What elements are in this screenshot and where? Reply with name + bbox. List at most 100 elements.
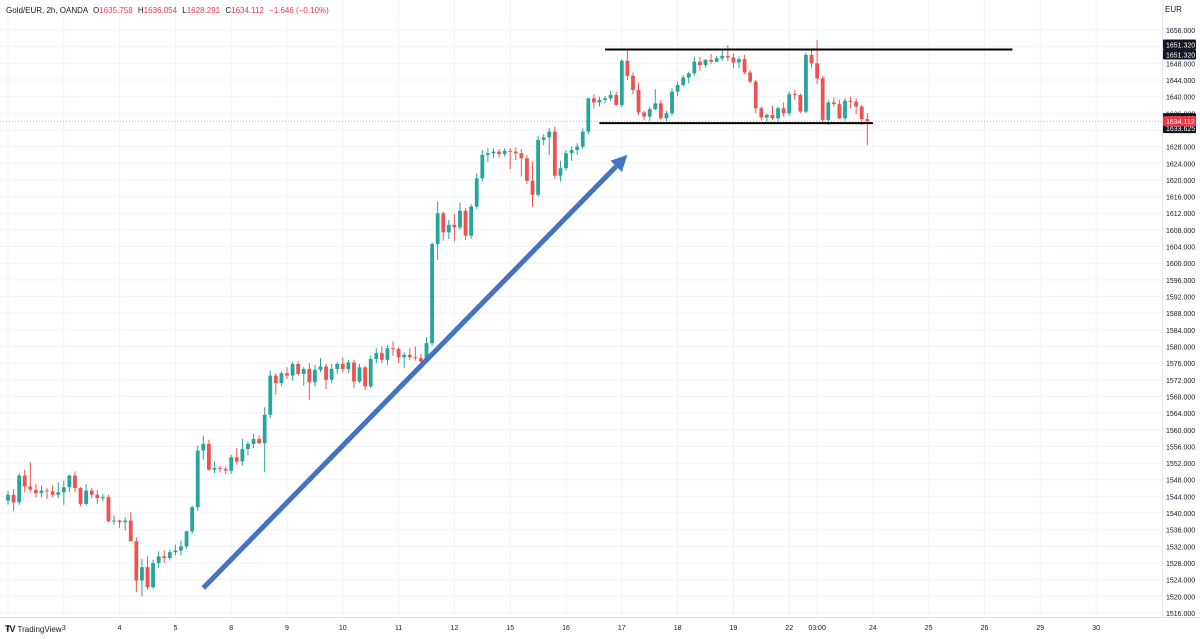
time-tick-label: 10 <box>339 625 347 632</box>
candle-down <box>592 98 596 103</box>
candle-down <box>296 363 301 374</box>
candle-up <box>670 91 674 114</box>
resistance-price-label: 1651.320 <box>1166 42 1195 49</box>
price-tick-label: 1612.000 <box>1166 211 1195 218</box>
candle-down <box>223 468 228 471</box>
price-tick-label: 1544.000 <box>1166 494 1195 501</box>
candle-up <box>402 354 407 358</box>
candle-up <box>290 363 295 376</box>
time-tick-label: 11 <box>395 625 402 632</box>
currency-label[interactable]: EUR <box>1165 5 1182 14</box>
time-tick-label: 2 <box>6 625 10 632</box>
candle-up <box>681 77 686 85</box>
candle-up <box>279 373 284 384</box>
candle-down <box>552 131 557 176</box>
candle-up <box>653 103 658 110</box>
candle-down <box>128 520 133 542</box>
candle-down <box>781 108 786 114</box>
candle-up <box>190 507 195 532</box>
price-tick-label: 1648.000 <box>1166 61 1195 68</box>
candle-up <box>714 58 719 62</box>
change-value: −1.646 (−0.10%) <box>269 6 329 15</box>
candle-down <box>770 114 775 119</box>
grid <box>0 0 1162 617</box>
candle-down <box>324 366 328 380</box>
price-scale-bg <box>1163 0 1200 639</box>
candle-down <box>162 556 167 559</box>
time-tick-label: 29 <box>1036 625 1044 632</box>
candle-down <box>820 78 825 120</box>
price-tick-label: 1552.000 <box>1166 461 1195 468</box>
low-value: 1628.291 <box>186 6 221 15</box>
time-tick-label: 22 <box>785 625 793 632</box>
candle-down <box>759 108 764 118</box>
candle-down <box>50 491 55 495</box>
candle-up <box>112 520 116 522</box>
candle-up <box>251 438 256 444</box>
price-tick-label: 1616.000 <box>1166 195 1195 202</box>
candle-up <box>156 556 161 564</box>
price-tick-label: 1580.000 <box>1166 344 1195 351</box>
candle-up <box>385 348 390 360</box>
candle-up <box>580 131 585 147</box>
candle-up <box>56 492 61 495</box>
horizontal-levels <box>599 48 1013 125</box>
candle-up <box>435 213 440 245</box>
price-tick-label: 1592.000 <box>1166 295 1195 302</box>
candle-down <box>234 457 239 462</box>
candle-down <box>379 353 384 360</box>
price-tick-label: 1540.000 <box>1166 511 1195 518</box>
time-tick-label: 25 <box>925 625 933 632</box>
candle-down <box>519 153 524 159</box>
candle-down <box>525 158 529 181</box>
time-tick-label: 4 <box>118 625 122 632</box>
candle-down <box>636 89 641 113</box>
price-tick-label: 1564.000 <box>1166 411 1195 418</box>
candle-down <box>28 486 33 490</box>
open-key: O <box>93 6 100 15</box>
candle-down <box>742 59 747 73</box>
candle-down <box>134 541 139 581</box>
price-tick-label: 1656.000 <box>1166 28 1195 35</box>
candle-down <box>614 94 619 105</box>
price-tick-label: 1528.000 <box>1166 561 1195 568</box>
candle-up <box>167 552 172 559</box>
candle-up <box>575 146 580 150</box>
candle-down <box>854 101 859 107</box>
candle-down <box>441 213 446 233</box>
candle-up <box>368 358 373 387</box>
time-tick-label: 15 <box>506 625 514 632</box>
candle-up <box>140 567 144 581</box>
candle-up <box>720 55 725 59</box>
symbol-name: Gold/EUR, 2h, OANDA <box>6 6 88 15</box>
candle-up <box>212 468 217 470</box>
candle-down <box>363 367 368 387</box>
price-tick-label: 1532.000 <box>1166 544 1195 551</box>
candle-up <box>262 414 267 444</box>
candle-down <box>859 106 864 120</box>
candle-up <box>764 114 769 118</box>
time-tick-label: 24 <box>869 625 877 632</box>
candle-down <box>631 75 635 90</box>
candle-up <box>100 497 105 499</box>
candle-up <box>246 443 250 449</box>
candle-down <box>22 475 27 487</box>
price-tick-label: 1588.000 <box>1166 311 1195 318</box>
candle-up <box>569 149 574 154</box>
time-tick-label: 3 <box>62 625 66 632</box>
tradingview-brand[interactable]: TV TradingView <box>5 624 62 634</box>
symbol-legend[interactable]: Gold/EUR, 2h, OANDA O1635.758 H1636.054 … <box>6 6 329 15</box>
candle-up <box>586 98 591 132</box>
last-price-label: 1634.112 <box>1166 119 1195 126</box>
time-tick-label: 19 <box>730 625 738 632</box>
candle-down <box>709 59 713 62</box>
candle-down <box>792 94 797 96</box>
candle-up <box>151 563 155 588</box>
candle-down <box>307 368 312 383</box>
candle-down <box>419 358 423 362</box>
candle-up <box>787 94 792 114</box>
time-tick-label: 18 <box>674 625 682 632</box>
price-tick-label: 1548.000 <box>1166 478 1195 485</box>
candle-up <box>346 362 351 369</box>
